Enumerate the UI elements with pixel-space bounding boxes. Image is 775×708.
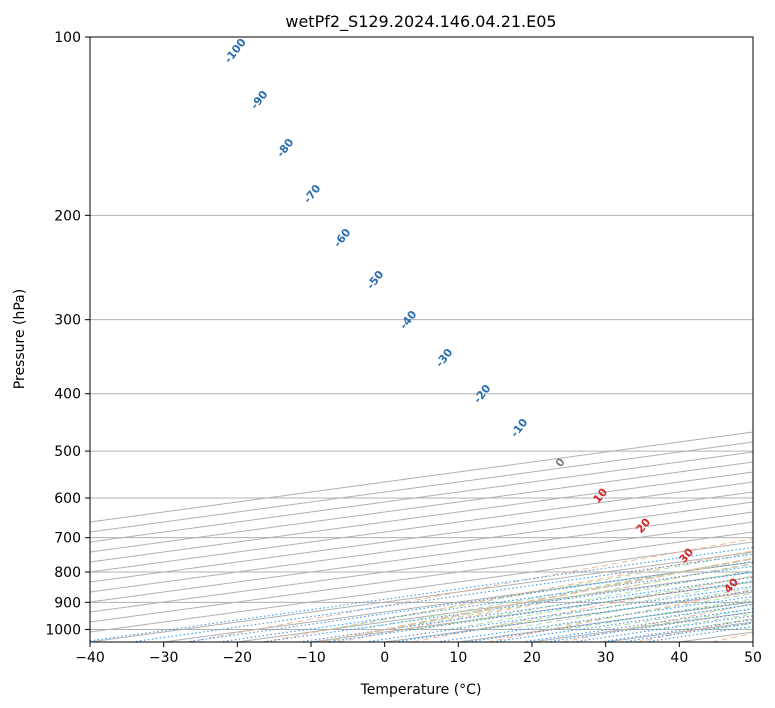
x-tick-label: 10 <box>449 650 467 666</box>
y-tick-label: 400 <box>54 387 81 403</box>
x-tick-label: 50 <box>744 650 762 666</box>
x-tick-label: −20 <box>223 650 253 666</box>
y-tick-label: 200 <box>54 208 81 224</box>
x-tick-label: 0 <box>380 650 389 666</box>
isotherm <box>90 521 753 613</box>
isotherm <box>90 501 753 593</box>
mixing-ratio-line <box>326 580 753 642</box>
x-tick-label: 40 <box>670 650 688 666</box>
mixing-ratio-line <box>90 546 753 642</box>
y-tick-label: 100 <box>54 30 81 46</box>
mixing-ratio-line <box>365 585 753 642</box>
y-tick-label: 1000 <box>45 622 81 638</box>
x-tick-label: −30 <box>149 650 179 666</box>
y-tick-label: 800 <box>54 565 81 581</box>
x-axis-label: Temperature (°C) <box>360 682 482 698</box>
x-tick-label: −40 <box>75 650 105 666</box>
isotherm <box>90 481 753 573</box>
y-tick-label: 600 <box>54 491 81 507</box>
plot-frame <box>89 36 754 643</box>
isotherm <box>90 461 753 553</box>
x-tick-label: −10 <box>296 650 326 666</box>
y-tick-label: 500 <box>54 444 81 460</box>
x-tick-label: 20 <box>523 650 541 666</box>
isotherm <box>90 511 753 603</box>
y-tick-label: 700 <box>54 531 81 547</box>
mixing-ratio-line <box>394 590 753 642</box>
y-tick-label: 300 <box>54 313 81 329</box>
mixing-ratio-line <box>299 576 753 642</box>
isotherm <box>90 531 753 623</box>
isotherm <box>90 471 753 563</box>
isotherm <box>90 451 753 543</box>
chart-title: wetPf2_S129.2024.146.04.21.E05 <box>285 12 556 32</box>
y-tick-label: 900 <box>54 595 81 611</box>
y-axis-label: Pressure (hPa) <box>12 289 28 389</box>
isotherm <box>90 491 753 583</box>
background-lines <box>90 37 753 642</box>
x-tick-label: 30 <box>597 650 615 666</box>
axes: −40 −30 −20 −10 0 10 20 30 40 50 100 200 300 400 500 60… <box>45 30 762 666</box>
